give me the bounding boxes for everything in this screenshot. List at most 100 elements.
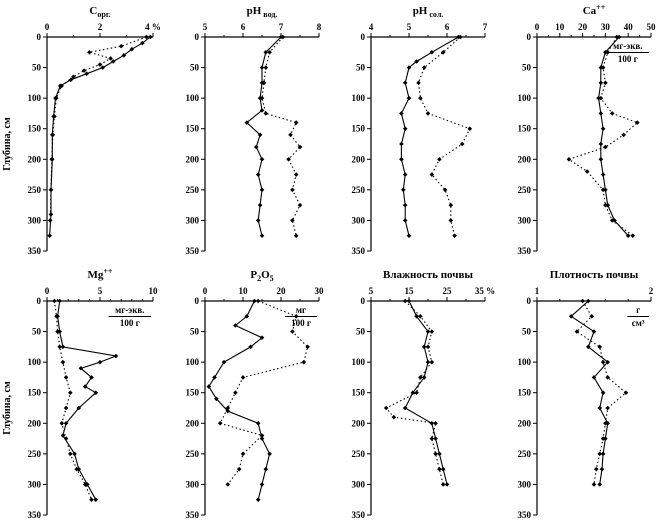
ph-salt-plot: pH сол. 4 5 6 7 0 50 100 150 200 250 300 350 (352, 5, 488, 256)
unit-denominator: 100 г (291, 318, 311, 328)
y-tick-label: 100 (352, 93, 366, 103)
data-point-marker (623, 390, 629, 396)
data-point-marker (63, 420, 69, 426)
magnesium-profile-solid-line (57, 300, 118, 500)
data-point-marker (82, 384, 88, 389)
x-tick-label: 0 (535, 22, 540, 32)
y-tick-label: 0 (37, 32, 42, 42)
data-point-marker (406, 95, 412, 101)
unit-numerator: г (636, 305, 640, 315)
data-point-marker (288, 132, 293, 138)
data-point-marker (600, 390, 606, 396)
ph-water-profile-dotted-line (261, 36, 301, 236)
data-point-marker (444, 482, 450, 487)
x-tick-label: 0 (203, 286, 208, 296)
phosphorus-profile-solid-line (208, 300, 271, 500)
y-tick-label: 150 (352, 388, 366, 398)
data-point-marker (68, 451, 73, 457)
y-tick-label: 150 (186, 124, 200, 134)
data-point-marker (429, 49, 435, 55)
data-point-marker (68, 390, 73, 396)
chart-organic-carbon: Сорг. 0 2 4 % 0 50 100 150 200 250 300 350 Глубина, … (1, 1, 167, 265)
data-point-marker (600, 172, 606, 177)
data-point-marker (580, 298, 585, 304)
y-tick-label: 50 (190, 63, 200, 73)
soil-density-plot: Плотность почвы 1 2 0 50 100 150 200 250 300 350 гс… (518, 269, 654, 520)
y-tick-label: 0 (195, 32, 200, 42)
y-tick-label: 250 (352, 185, 366, 195)
x-tick-label: 15 (405, 286, 415, 296)
data-point-marker (49, 156, 55, 162)
x-tick-label: 50 (647, 22, 657, 32)
x-tick-label: 2 (98, 22, 103, 32)
chart-phosphorus: P2O5 0 10 20 30 0 50 100 150 200 250 300 350 мг 100 г (167, 265, 333, 529)
data-point-marker (59, 83, 64, 89)
depth-axis-label: Глубина, см (2, 381, 13, 435)
y-tick-label: 250 (28, 449, 42, 459)
x-tick-label: 0 (45, 286, 50, 296)
data-point-marker (429, 172, 435, 177)
data-point-marker (261, 80, 267, 86)
y-tick-label: 100 (186, 93, 200, 103)
data-point-marker (600, 126, 606, 132)
data-point-marker (259, 156, 265, 162)
x-tick-label: 6 (241, 22, 246, 32)
data-point-marker (635, 120, 640, 125)
data-point-marker (603, 80, 608, 86)
y-tick-label: 350 (518, 510, 532, 520)
data-point-marker (605, 49, 610, 55)
y-tick-label: 350 (28, 246, 42, 256)
y-tick-label: 100 (28, 357, 42, 367)
data-point-marker (233, 390, 238, 396)
y-tick-label: 350 (28, 510, 42, 520)
y-tick-label: 50 (190, 327, 200, 337)
ph-salt-profile-dotted-line (417, 36, 471, 236)
y-tick-label: 300 (186, 479, 200, 489)
data-point-marker (566, 156, 572, 162)
y-tick-label: 350 (352, 246, 366, 256)
chart-magnesium: Mg++ 0 5 10 0 50 100 150 200 250 300 350 Глубина, см… (1, 265, 167, 529)
data-point-marker (84, 71, 90, 76)
data-point-marker (214, 396, 219, 402)
ph-water-plot: pH вод. 5 6 7 8 0 50 100 150 200 250 300 350 (186, 5, 322, 256)
data-point-marker (259, 233, 265, 239)
data-point-marker (71, 74, 76, 80)
y-tick-label: 300 (186, 215, 200, 225)
data-point-marker (402, 126, 408, 132)
chart-ph-water: pH вод. 5 6 7 8 0 50 100 150 200 250 300 350 (167, 1, 333, 265)
unit-numerator: мг (296, 305, 306, 315)
x-tick-label: 5 (203, 22, 208, 32)
data-point-marker (293, 172, 299, 177)
data-point-marker (383, 405, 389, 411)
y-tick-label: 50 (32, 63, 42, 73)
data-point-marker (144, 34, 149, 40)
data-point-marker (121, 53, 127, 58)
data-point-marker (93, 390, 99, 396)
data-point-marker (259, 187, 265, 193)
data-point-marker (442, 187, 448, 193)
x-tick-label: 20 (578, 22, 588, 32)
data-point-marker (259, 482, 265, 487)
data-point-marker (63, 405, 69, 411)
y-tick-label: 0 (361, 32, 366, 42)
data-point-marker (259, 433, 265, 438)
soil-moisture-profile-dotted-line (385, 300, 444, 485)
data-point-marker (437, 466, 442, 472)
depth-axis-label: Глубина, см (2, 117, 13, 171)
data-point-marker (402, 405, 408, 411)
data-point-marker (255, 420, 261, 426)
data-point-marker (418, 313, 423, 319)
data-point-marker (140, 40, 145, 46)
y-tick-label: 150 (28, 124, 42, 134)
magnesium-profile-solid-markers (55, 298, 119, 503)
data-point-marker (391, 414, 397, 420)
data-point-marker (600, 359, 606, 365)
calcium-title: Ca++ (583, 3, 606, 17)
data-point-marker (48, 187, 54, 193)
soil-moisture-plot: Влажность почвы 5 15 25 35 % 0 50 100 150 200 250 3… (352, 269, 496, 520)
x-tick-label: 4 % (145, 22, 161, 32)
data-point-marker (286, 156, 291, 162)
unit-numerator: мг-экв. (613, 41, 642, 51)
